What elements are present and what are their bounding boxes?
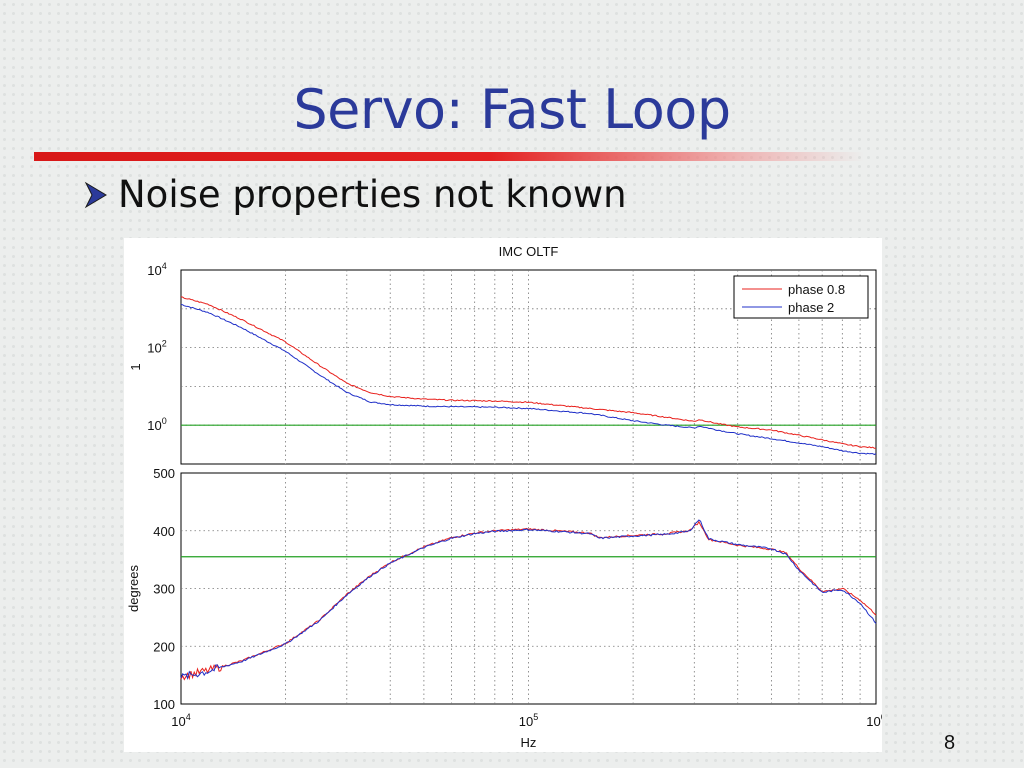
slide-title: Servo: Fast Loop xyxy=(293,78,731,141)
arrow-bullet-icon xyxy=(84,181,107,208)
phase-x-tick-label: 104 xyxy=(171,712,190,729)
phase-y-tick-label: 200 xyxy=(153,639,175,654)
phase-x-tick-label: 105 xyxy=(519,712,538,729)
bode-plot-svg: IMC OLTF 100 102 104 1 100 200 300 400 500 degrees… xyxy=(126,244,882,750)
mag-series-phase-2 xyxy=(180,303,877,456)
phase-y-axis-label: degrees xyxy=(126,565,141,612)
mag-y-axis-label: 1 xyxy=(128,363,143,370)
bode-plot-figure: IMC OLTF 100 102 104 1 100 200 300 400 500 degrees… xyxy=(124,238,882,752)
mag-y-tick-label: 102 xyxy=(147,339,166,356)
legend-entry: phase 2 xyxy=(788,300,834,315)
x-axis-label: Hz xyxy=(521,735,537,750)
phase-y-tick-label: 100 xyxy=(153,697,175,712)
phase-series-phase-2 xyxy=(180,519,877,680)
phase-y-tick-label: 400 xyxy=(153,524,175,539)
legend-entry: phase 0.8 xyxy=(788,282,845,297)
bullet-text: Noise properties not known xyxy=(118,173,627,216)
page-number: 8 xyxy=(944,732,956,754)
title-underline xyxy=(34,152,864,161)
chart-title: IMC OLTF xyxy=(499,244,559,259)
phase-x-tick-label: 106 xyxy=(866,712,882,729)
legend-box xyxy=(733,275,869,319)
bullet-item: Noise properties not known xyxy=(82,173,627,216)
phase-y-tick-label: 500 xyxy=(153,466,175,481)
mag-y-tick-label: 100 xyxy=(147,416,166,433)
mag-y-tick-label: 104 xyxy=(147,261,166,278)
phase-y-tick-label: 300 xyxy=(153,582,175,597)
mag-series-phase-0-8 xyxy=(180,296,877,449)
phase-series-phase-0-8 xyxy=(180,520,877,681)
